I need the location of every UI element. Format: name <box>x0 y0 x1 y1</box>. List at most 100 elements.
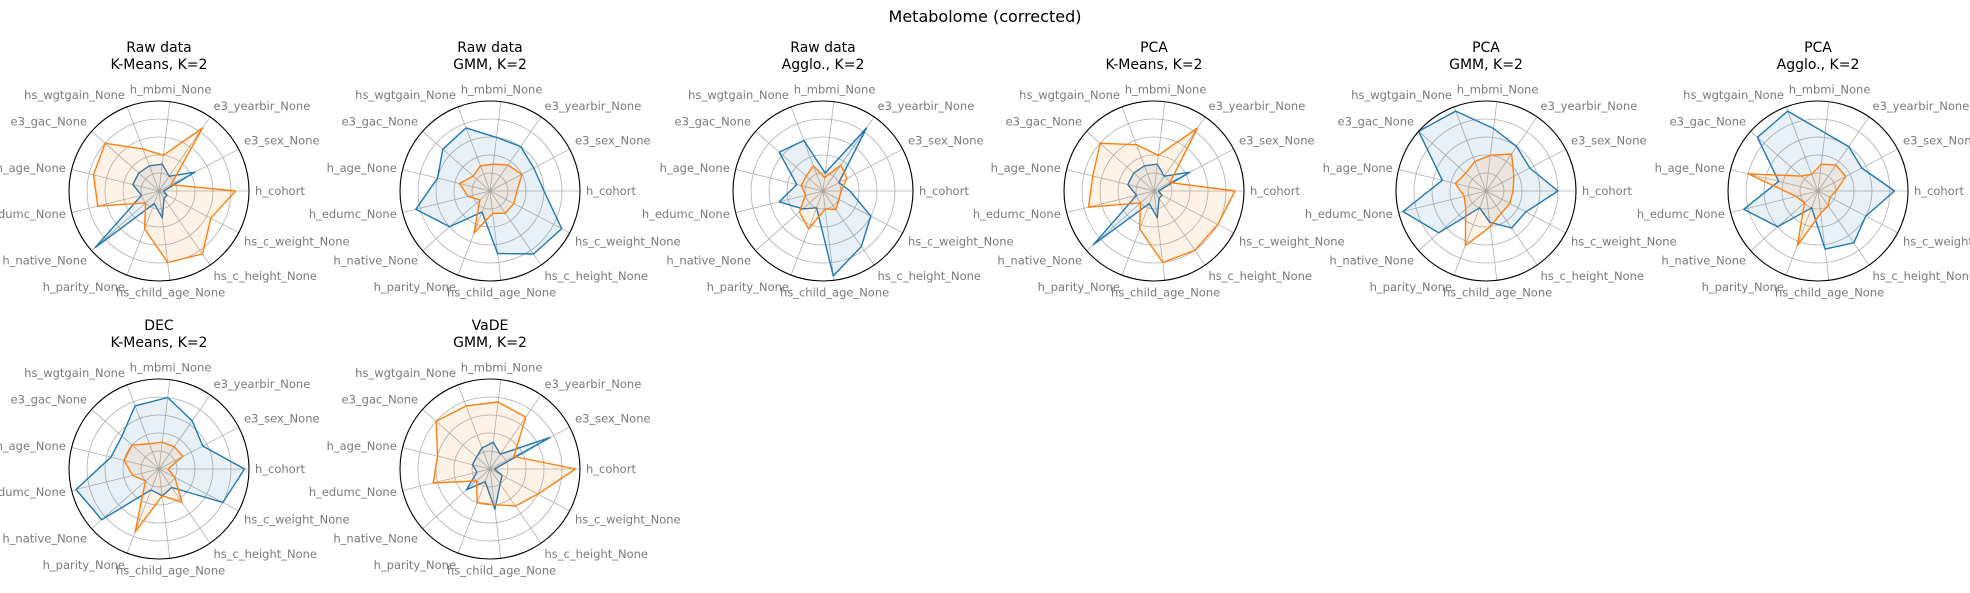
spoke-gridline <box>735 169 824 192</box>
spoke-gridline <box>1121 190 1155 276</box>
axis-label: e3_sex_None <box>575 411 651 425</box>
axis-label: hs_c_weight_None <box>1903 235 1970 249</box>
panel-title-line2: Agglo., K=2 <box>1777 57 1860 73</box>
axis-label: h_parity_None <box>374 558 456 572</box>
axis-label: hs_child_age_None <box>1111 285 1220 299</box>
axis-label: hs_wgtgain_None <box>1351 88 1452 102</box>
axis-label: e3_sex_None <box>1903 133 1970 147</box>
series-1-polygon <box>1742 110 1896 250</box>
spoke-gridline <box>1153 190 1206 266</box>
axis-label: hs_c_weight_None <box>575 513 681 527</box>
series-2-polygon <box>1087 127 1236 264</box>
spoke-gridline <box>1730 169 1819 192</box>
axis-label: e3_gac_None <box>1338 114 1415 128</box>
spoke-gridline <box>91 409 160 470</box>
axis-label: h_cohort <box>255 462 305 476</box>
series-2-polygon <box>1747 163 1847 247</box>
series-2-polygon <box>1454 153 1515 247</box>
axis-label: e3_yearbir_None <box>1209 99 1306 113</box>
spoke-gridline <box>1817 190 1830 281</box>
spoke-gridline <box>822 190 903 234</box>
axis-label: hs_child_age_None <box>447 285 556 299</box>
radar-frame <box>732 100 914 282</box>
spoke-gridline <box>71 447 160 470</box>
spoke-gridline <box>126 190 160 276</box>
axis-label: hs_child_age_None <box>1775 285 1884 299</box>
spoke-gridline <box>126 468 160 554</box>
spoke-gridline <box>1153 190 1234 234</box>
spoke-gridline <box>489 116 542 192</box>
spoke-gridline <box>489 190 570 234</box>
spoke-gridline <box>422 409 491 470</box>
axis-label: h_edumc_None <box>309 485 397 499</box>
axis-label: hs_c_weight_None <box>244 235 350 249</box>
spoke-gridline <box>1066 190 1155 213</box>
spoke-gridline <box>790 106 824 192</box>
axis-label: e3_sex_None <box>908 133 984 147</box>
spoke-gridline <box>489 426 570 470</box>
axis-label: hs_wgtgain_None <box>355 366 456 380</box>
axis-label: hs_c_height_None <box>1873 269 1970 283</box>
axis-label: e3_sex_None <box>244 411 320 425</box>
spoke-gridline <box>158 190 211 266</box>
axis-label: h_native_None <box>1329 254 1414 268</box>
spoke-gridline <box>1750 190 1819 251</box>
spoke-gridline <box>91 131 160 192</box>
axis-label: hs_c_height_None <box>878 269 982 283</box>
spoke-gridline <box>489 101 502 192</box>
spoke-gridline <box>457 384 491 470</box>
panel-title-line2: GMM, K=2 <box>453 57 527 73</box>
spoke-gridline <box>790 190 824 276</box>
radar-frame <box>68 378 250 560</box>
spoke-gridline <box>1453 190 1487 276</box>
axis-label: e3_yearbir_None <box>214 99 311 113</box>
panel-title-line1: PCA <box>1472 40 1500 56</box>
figure-title: Metabolome (corrected) <box>889 7 1082 26</box>
axis-label: h_native_None <box>666 254 751 268</box>
series-1-polygon <box>1402 110 1559 234</box>
spoke-gridline <box>1398 190 1487 213</box>
panel-title-line1: PCA <box>1804 40 1832 56</box>
spoke-gridline <box>158 468 211 544</box>
axis-label: h_cohort <box>586 184 636 198</box>
panel-title-line2: K-Means, K=2 <box>111 335 208 351</box>
axis-label: hs_c_weight_None <box>908 235 1014 249</box>
panel-title-line2: K-Means, K=2 <box>1106 57 1203 73</box>
axis-label: h_edumc_None <box>309 207 397 221</box>
axis-label: e3_yearbir_None <box>545 99 642 113</box>
axis-label: e3_gac_None <box>342 392 419 406</box>
axis-label: h_mbmi_None <box>1789 83 1871 97</box>
spoke-gridline <box>126 384 160 470</box>
axis-label: hs_wgtgain_None <box>688 88 789 102</box>
axis-label: h_age_None <box>1323 161 1393 175</box>
spoke-gridline <box>1153 148 1234 192</box>
axis-label: hs_wgtgain_None <box>1019 88 1120 102</box>
axis-label: h_age_None <box>327 439 397 453</box>
axis-label: h_cohort <box>255 184 305 198</box>
spoke-gridline <box>1086 131 1155 192</box>
spoke-gridline <box>457 468 491 554</box>
axis-label: h_edumc_None <box>642 207 730 221</box>
spoke-gridline <box>1121 106 1155 192</box>
axis-label: e3_gac_None <box>1006 114 1083 128</box>
spoke-gridline <box>755 190 824 251</box>
axis-label: h_native_None <box>333 254 418 268</box>
axis-label: e3_sex_None <box>1571 133 1647 147</box>
spoke-gridline <box>1153 190 1166 281</box>
spoke-gridline <box>1817 190 1898 234</box>
axis-label: h_edumc_None <box>1637 207 1725 221</box>
axis-label: hs_child_age_None <box>1443 285 1552 299</box>
panel-title-line2: K-Means, K=2 <box>111 57 208 73</box>
spoke-gridline <box>755 131 824 192</box>
axis-label: e3_gac_None <box>11 392 88 406</box>
axis-label: h_age_None <box>327 161 397 175</box>
series-2-polygon <box>432 401 577 507</box>
series-1-polygon <box>415 127 563 255</box>
panel-title-line1: VaDE <box>472 318 509 334</box>
series-2-polygon <box>92 127 237 264</box>
axis-label: hs_wgtgain_None <box>24 366 125 380</box>
axis-label: hs_wgtgain_None <box>1683 88 1784 102</box>
